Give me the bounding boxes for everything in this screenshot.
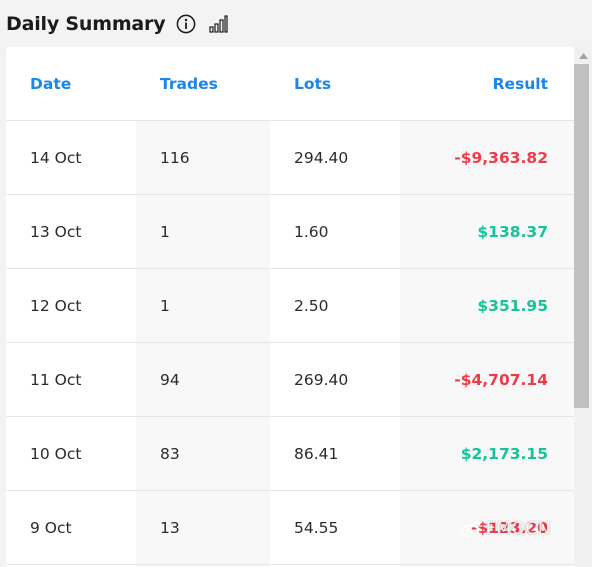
date-cell: 12 Oct [30,297,82,315]
table-row[interactable]: 11 Oct 94 269.40 -$4,707.14 [6,343,574,417]
scroll-up-arrow-icon[interactable] [574,47,592,64]
lots-cell: 2.50 [294,297,329,315]
table-row[interactable]: 14 Oct 116 294.40 -$9,363.82 [6,121,574,195]
column-header-date[interactable]: Date [30,75,72,93]
trades-cell: 83 [160,445,180,463]
result-cell: $138.37 [477,223,548,241]
table-row[interactable]: 9 Oct 13 54.55 -$123.20 [6,491,574,565]
date-cell: 13 Oct [30,223,82,241]
date-cell: 10 Oct [30,445,82,463]
date-cell: 11 Oct [30,371,82,389]
watermark-text: FMOCN [486,519,551,539]
bar-chart-icon[interactable] [208,14,229,34]
lots-cell: 269.40 [294,371,349,389]
column-header-trades[interactable]: Trades [160,75,218,93]
lots-cell: 54.55 [294,519,339,537]
table-header: Date Trades Lots Result [6,47,574,121]
trades-cell: 1 [160,223,170,241]
daily-summary-table: Date Trades Lots Result 14 Oct 116 294.4… [6,47,574,567]
table-row[interactable]: 13 Oct 1 1.60 $138.37 [6,195,574,269]
lots-cell: 86.41 [294,445,339,463]
date-cell: 14 Oct [30,149,82,167]
column-header-result[interactable]: Result [492,75,548,93]
page-title: Daily Summary [6,12,166,35]
column-header-lots[interactable]: Lots [294,75,332,93]
lots-cell: 294.40 [294,149,349,167]
trades-cell: 116 [160,149,190,167]
page-header: Daily Summary [0,0,592,47]
result-cell: -$4,707.14 [454,371,548,389]
table-row[interactable]: 12 Oct 1 2.50 $351.95 [6,269,574,343]
trades-column-shading [136,121,270,567]
trades-cell: 1 [160,297,170,315]
result-cell: $351.95 [477,297,548,315]
result-cell: -$123.20 [470,519,548,537]
vertical-scrollbar[interactable] [574,47,592,567]
table-row[interactable]: 10 Oct 83 86.41 $2,173.15 [6,417,574,491]
scrollbar-thumb[interactable] [574,64,589,408]
result-cell: $2,173.15 [460,445,548,463]
lots-cell: 1.60 [294,223,329,241]
trades-cell: 94 [160,371,180,389]
result-cell: -$9,363.82 [454,149,548,167]
result-column-shading [400,121,574,567]
info-icon[interactable] [176,14,196,34]
weibo-icon [460,520,482,538]
date-cell: 9 Oct [30,519,72,537]
trades-cell: 13 [160,519,180,537]
watermark: FMOCN [460,516,551,542]
